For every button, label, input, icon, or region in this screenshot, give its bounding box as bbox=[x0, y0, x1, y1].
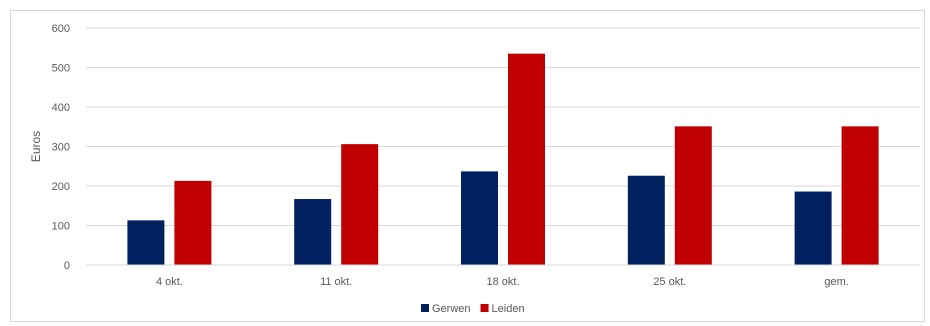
bar-gerwen-0 bbox=[127, 220, 165, 265]
y-tick-label: 300 bbox=[52, 142, 70, 154]
y-tick-label: 400 bbox=[52, 102, 70, 114]
bar-leiden-4 bbox=[841, 126, 879, 265]
bar-leiden-2 bbox=[508, 53, 545, 265]
bar-gerwen-2 bbox=[461, 171, 498, 265]
legend-swatch-leiden bbox=[480, 304, 489, 312]
y-tick-label: 500 bbox=[52, 63, 70, 75]
legend-label-leiden: Leiden bbox=[492, 303, 525, 315]
gridlines bbox=[86, 27, 920, 226]
x-tick-label: gem. bbox=[824, 276, 848, 288]
bar-leiden-0 bbox=[174, 180, 212, 265]
legend-label-gerwen: Gerwen bbox=[432, 303, 471, 315]
bar-gerwen-4 bbox=[794, 191, 832, 265]
y-axis-title: Euros bbox=[29, 131, 43, 162]
bars bbox=[127, 53, 879, 265]
y-axis-ticks: 0 100 200 300 400 500 600 bbox=[52, 23, 70, 272]
x-tick-label: 25 okt. bbox=[653, 276, 686, 288]
x-tick-label: 18 okt. bbox=[486, 276, 519, 288]
bar-gerwen-1 bbox=[294, 199, 332, 265]
bar-leiden-3 bbox=[674, 126, 712, 265]
y-tick-label: 600 bbox=[52, 23, 70, 35]
legend-swatch-gerwen bbox=[421, 304, 429, 312]
bar-gerwen-3 bbox=[627, 175, 665, 265]
x-tick-label: 4 okt. bbox=[156, 276, 183, 288]
y-tick-label: 200 bbox=[52, 181, 70, 193]
y-tick-label: 100 bbox=[52, 221, 70, 233]
bar-leiden-1 bbox=[341, 144, 379, 265]
legend: Gerwen Leiden bbox=[421, 303, 525, 315]
y-tick-label: 0 bbox=[64, 260, 70, 272]
x-axis-ticks: 4 okt. 11 okt. 18 okt. 25 okt. gem. bbox=[156, 276, 849, 288]
chart-frame bbox=[10, 10, 925, 322]
x-tick-label: 11 okt. bbox=[320, 276, 352, 288]
